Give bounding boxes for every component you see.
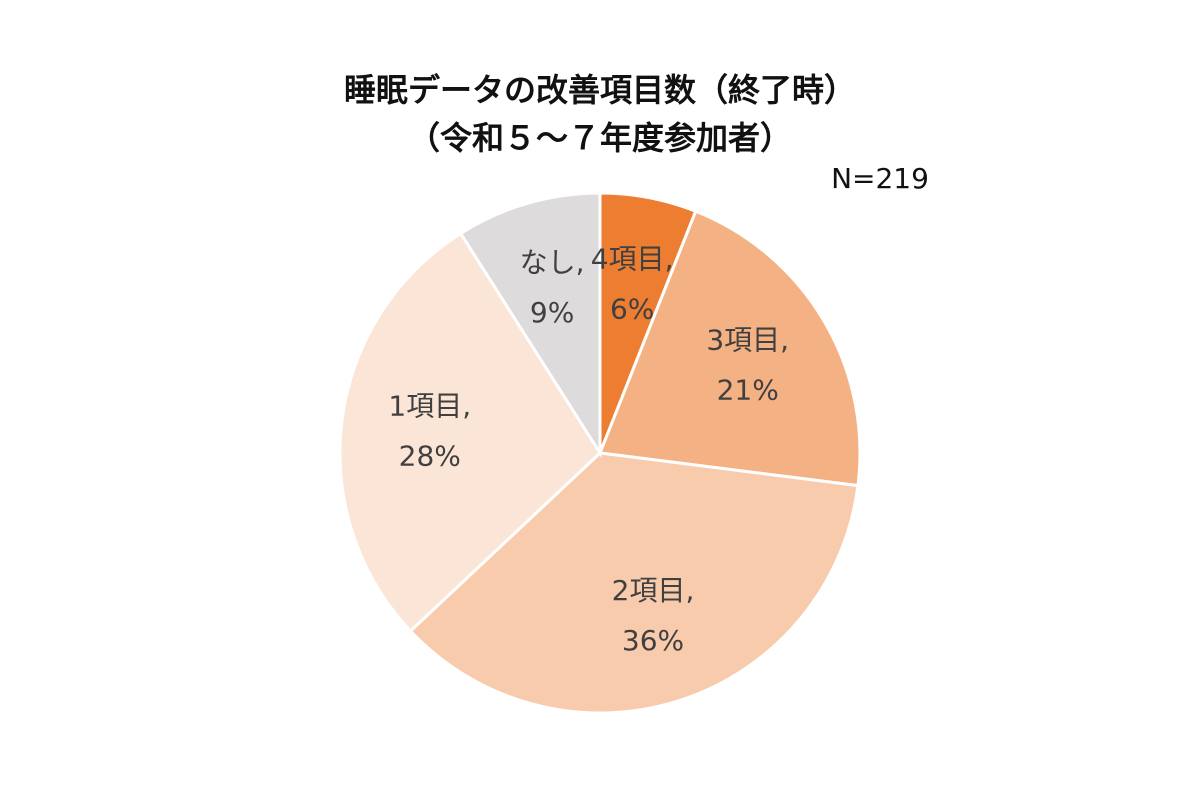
pie-slice	[458, 191, 602, 459]
slice-value-label: 6%	[610, 292, 654, 325]
chart-title: 睡眠データの改善項目数（終了時）	[344, 71, 856, 109]
pie-slice	[408, 451, 860, 715]
pie-slice	[597, 209, 862, 488]
slice-category-label: 2項目,	[612, 574, 695, 607]
pie-slice	[338, 231, 602, 634]
slice-value-label: 36%	[622, 624, 684, 657]
slice-value-label: 21%	[717, 374, 779, 407]
slice-value-label: 9%	[530, 296, 574, 329]
slice-category-label: 1項目,	[388, 389, 471, 422]
slice-category-label: なし,	[520, 246, 585, 279]
slice-value-label: 28%	[399, 439, 461, 472]
slice-category-label: 4項目,	[591, 242, 674, 275]
chart-subtitle: （令和５～７年度参加者）	[408, 119, 792, 157]
slice-category-label: 3項目,	[706, 324, 789, 357]
sample-size: N=219	[831, 162, 929, 195]
